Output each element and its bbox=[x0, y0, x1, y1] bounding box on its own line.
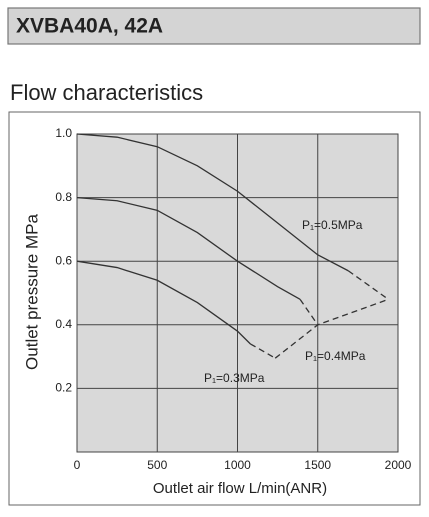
series-line-dashed bbox=[299, 298, 319, 326]
series-line bbox=[76, 133, 349, 272]
curve-label: P₁=0.3MPa bbox=[204, 371, 265, 385]
curve-label: P₁=0.4MPa bbox=[305, 349, 366, 363]
header-box bbox=[7, 7, 421, 45]
curve-label: P₁=0.5MPa bbox=[302, 218, 363, 232]
x-tick-label: 500 bbox=[147, 458, 167, 472]
y-tick-label: 0.4 bbox=[55, 317, 72, 331]
series-line bbox=[76, 260, 251, 345]
y-tick-label: 0.2 bbox=[55, 381, 72, 395]
section-title: Flow characteristics bbox=[10, 80, 203, 105]
series-line-dashed bbox=[250, 343, 276, 359]
series-line-dashed bbox=[347, 270, 389, 300]
x-tick-label: 2000 bbox=[385, 458, 412, 472]
x-tick-label: 0 bbox=[74, 458, 81, 472]
series-line bbox=[76, 196, 301, 300]
x-axis-label: Outlet air flow L/min(ANR) bbox=[153, 480, 327, 497]
y-tick-label: 1.0 bbox=[55, 126, 72, 140]
y-axis-label: Outlet pressure MPa bbox=[22, 214, 41, 370]
x-tick-label: 1000 bbox=[224, 458, 251, 472]
x-tick-label: 1500 bbox=[304, 458, 331, 472]
limit-line bbox=[274, 298, 389, 359]
y-tick-label: 0.8 bbox=[55, 190, 72, 204]
y-tick-label: 0.6 bbox=[55, 253, 72, 267]
header-title: XVBA40A, 42A bbox=[16, 15, 163, 38]
